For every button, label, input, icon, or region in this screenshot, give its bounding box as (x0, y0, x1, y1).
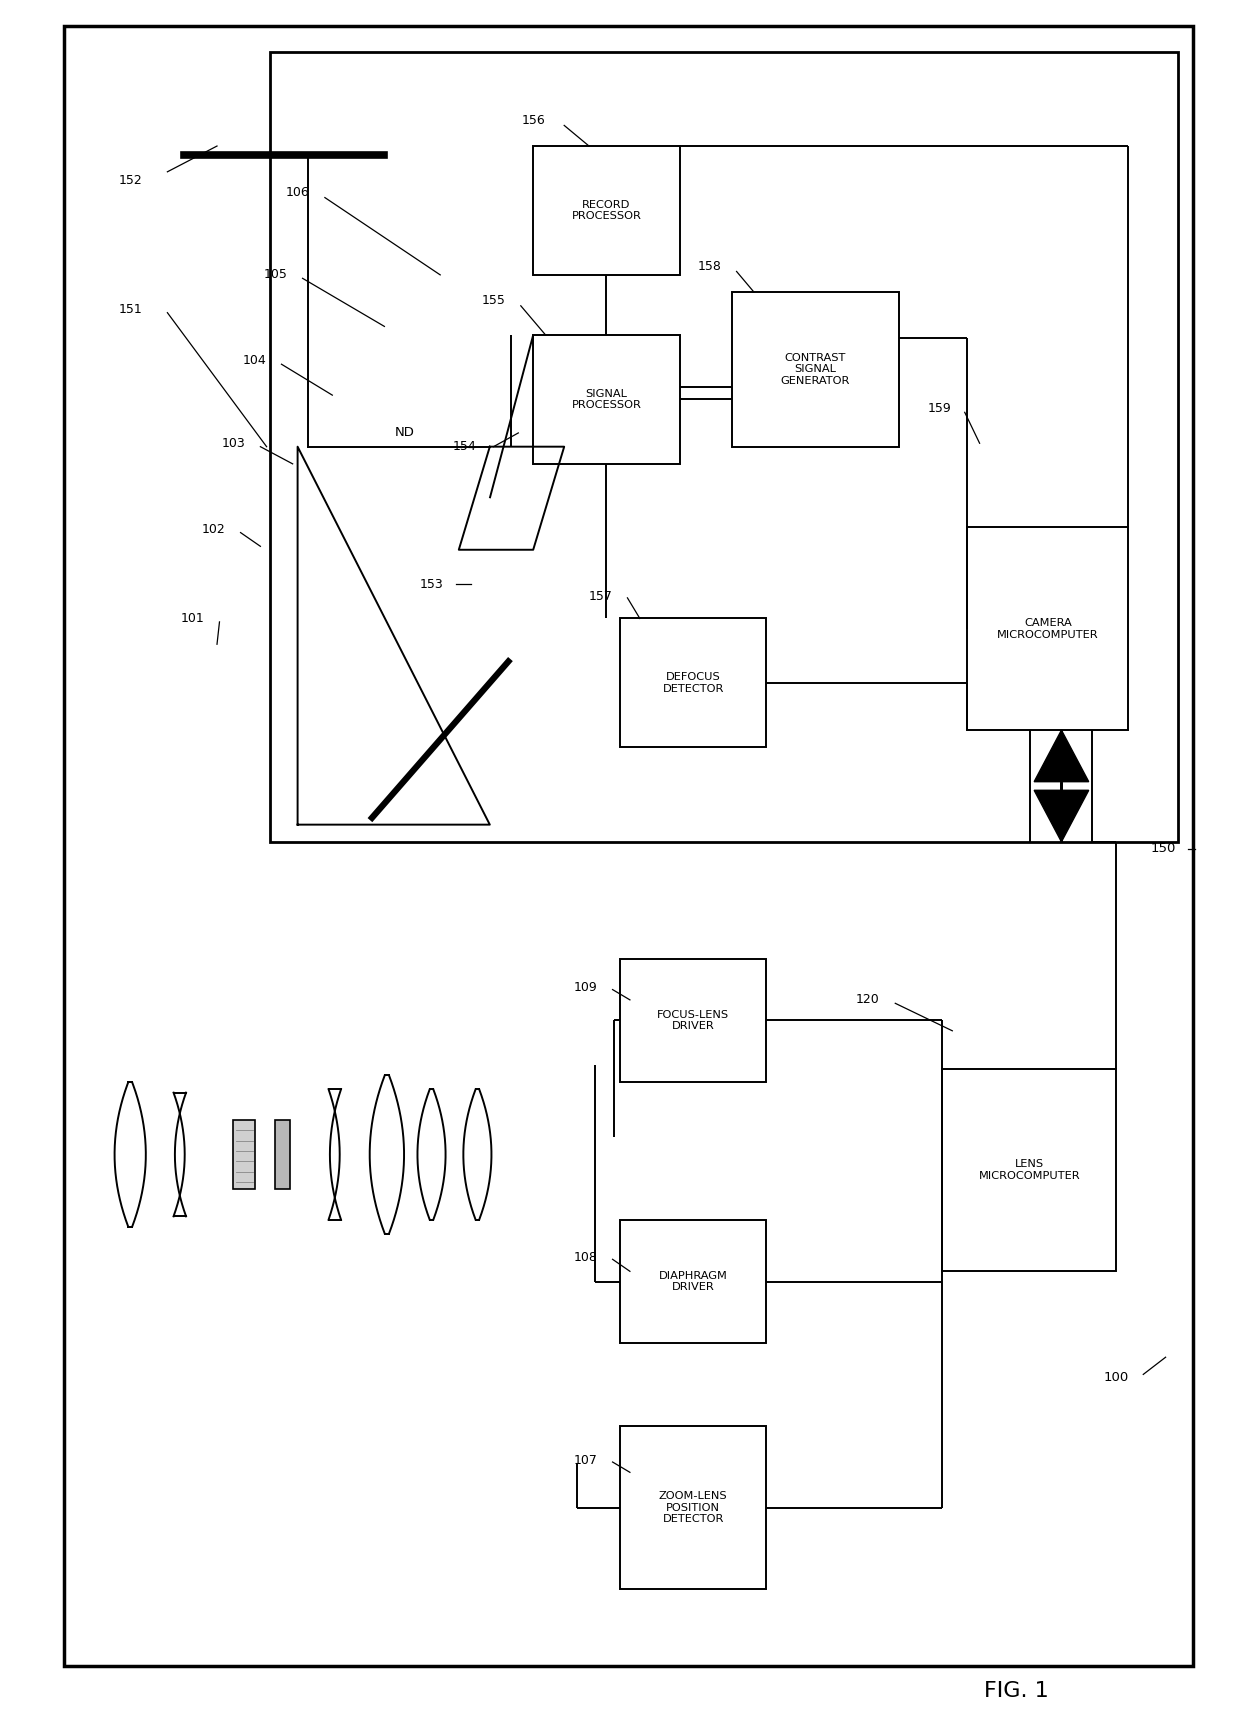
Text: CAMERA
MICROCOMPUTER: CAMERA MICROCOMPUTER (997, 618, 1099, 639)
Text: 105: 105 (263, 268, 288, 282)
FancyBboxPatch shape (275, 1120, 290, 1189)
Text: 159: 159 (928, 402, 952, 416)
Text: 108: 108 (573, 1251, 598, 1264)
Polygon shape (1034, 790, 1089, 842)
Text: 151: 151 (118, 302, 143, 316)
Text: 158: 158 (697, 259, 722, 273)
Polygon shape (1034, 730, 1089, 782)
Text: RECORD
PROCESSOR: RECORD PROCESSOR (572, 199, 641, 222)
Text: DIAPHRAGM
DRIVER: DIAPHRAGM DRIVER (658, 1271, 728, 1292)
Text: 103: 103 (221, 436, 246, 450)
Text: FIG. 1: FIG. 1 (985, 1680, 1049, 1701)
Text: 155: 155 (481, 294, 506, 308)
Text: 120: 120 (856, 993, 880, 1007)
Text: 106: 106 (285, 186, 310, 199)
Text: SIGNAL
PROCESSOR: SIGNAL PROCESSOR (572, 388, 641, 411)
Text: 107: 107 (573, 1453, 598, 1467)
FancyBboxPatch shape (620, 959, 766, 1082)
FancyBboxPatch shape (942, 1069, 1116, 1271)
Text: ZOOM-LENS
POSITION
DETECTOR: ZOOM-LENS POSITION DETECTOR (658, 1491, 728, 1524)
Text: LENS
MICROCOMPUTER: LENS MICROCOMPUTER (978, 1160, 1080, 1180)
FancyBboxPatch shape (967, 527, 1128, 730)
FancyBboxPatch shape (233, 1120, 255, 1189)
FancyBboxPatch shape (620, 618, 766, 747)
FancyBboxPatch shape (533, 146, 680, 275)
Text: 102: 102 (201, 522, 226, 536)
Text: 100: 100 (1104, 1371, 1128, 1385)
Text: 109: 109 (573, 981, 598, 995)
Text: ND: ND (394, 426, 414, 440)
FancyBboxPatch shape (270, 52, 1178, 842)
Text: 156: 156 (521, 113, 546, 127)
Text: 104: 104 (242, 354, 267, 368)
Text: 101: 101 (180, 612, 205, 625)
FancyBboxPatch shape (64, 26, 1193, 1666)
Text: 154: 154 (453, 440, 477, 454)
FancyBboxPatch shape (620, 1426, 766, 1589)
Text: 152: 152 (118, 174, 143, 187)
Text: 150: 150 (1151, 842, 1176, 856)
Text: CONTRAST
SIGNAL
GENERATOR: CONTRAST SIGNAL GENERATOR (781, 352, 849, 387)
Text: FOCUS-LENS
DRIVER: FOCUS-LENS DRIVER (657, 1010, 729, 1031)
FancyBboxPatch shape (533, 335, 680, 464)
FancyBboxPatch shape (620, 1220, 766, 1343)
Text: DEFOCUS
DETECTOR: DEFOCUS DETECTOR (662, 672, 724, 694)
FancyBboxPatch shape (732, 292, 899, 447)
Text: 153: 153 (419, 577, 444, 591)
Text: 157: 157 (588, 589, 613, 603)
